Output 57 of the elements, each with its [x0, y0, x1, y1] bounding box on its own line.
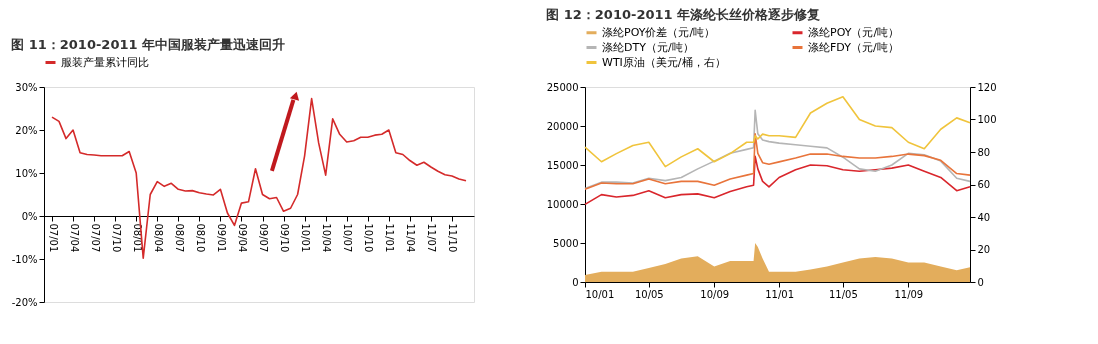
line-series [584, 109, 971, 190]
y-tick-label: 20000 [546, 120, 579, 132]
chart-title: 图 12：2010-2011 年涤纶长丝价格逐步修复 [546, 7, 821, 22]
line-series [51, 97, 467, 259]
y2-tick-label: 20 [977, 244, 991, 255]
x-tick-label: 07/07 [89, 223, 101, 253]
y-tick-label: 10000 [546, 198, 579, 210]
y-tick-label: 5000 [553, 237, 579, 249]
legend-label: 涤纶POY价差（元/吨） [602, 25, 716, 39]
x-tick-label: 11/07 [426, 223, 438, 253]
y2-tick-label: 80 [977, 146, 991, 158]
x-tick-label: 08/10 [194, 223, 206, 253]
legend-label: 服装产量累计同比 [61, 55, 149, 69]
y-tick-label: 0 [572, 276, 579, 288]
y2-tick-label: 120 [977, 81, 997, 93]
y-tick-label: 15000 [546, 159, 579, 171]
x-tick-label: 11/01 [765, 288, 795, 300]
x-tick-label: 10/04 [321, 223, 333, 253]
y-tick-label: 0% [21, 210, 38, 222]
chart-title: 图 11：2010-2011 年中国服装产量迅速回升 [11, 37, 286, 52]
x-tick-label: 11/04 [405, 223, 417, 253]
y-tick-label: -20% [11, 296, 38, 308]
x-tick-label: 11/10 [447, 223, 459, 253]
x-tick-label: 07/01 [47, 223, 59, 253]
x-tick-label: 10/07 [342, 223, 354, 253]
y-tick-label: 25000 [546, 81, 579, 93]
x-tick-label: 08/07 [173, 223, 185, 253]
line-series [584, 133, 971, 190]
x-tick-label: 10/01 [300, 223, 312, 253]
x-tick-label: 10/05 [634, 288, 664, 300]
x-tick-label: 07/04 [68, 223, 80, 253]
x-tick-label: 09/04 [236, 223, 248, 253]
x-tick-label: 10/09 [700, 288, 730, 300]
x-tick-label: 09/01 [215, 223, 227, 253]
line-series [584, 155, 971, 206]
x-tick-label: 09/07 [258, 223, 270, 253]
x-tick-label: 11/09 [894, 288, 924, 300]
y-tick-label: 30% [15, 81, 38, 93]
x-tick-label: 11/05 [828, 288, 858, 300]
x-tick-label: 09/10 [279, 223, 291, 253]
y-tick-label: 20% [15, 124, 38, 136]
y2-tick-label: 0 [977, 276, 984, 288]
legend-label: 涤纶FDY（元/吨） [808, 40, 899, 54]
y-tick-label: -10% [11, 253, 38, 265]
x-tick-label: 07/10 [110, 223, 122, 253]
x-tick-label: 10/01 [585, 288, 615, 300]
legend-label: 涤纶POY（元/吨） [808, 25, 900, 39]
x-tick-label: 11/01 [384, 223, 396, 253]
y2-tick-label: 40 [977, 211, 991, 223]
y-tick-label: 10% [15, 167, 38, 179]
y2-tick-label: 100 [977, 114, 997, 125]
legend-label: WTI原油（美元/桶，右） [602, 55, 726, 69]
line-series [584, 95, 971, 168]
x-tick-label: 10/10 [363, 223, 375, 253]
y2-tick-label: 60 [977, 179, 991, 190]
x-tick-label: 08/04 [152, 223, 164, 253]
legend-label: 涤纶DTY（元/吨） [602, 40, 694, 54]
